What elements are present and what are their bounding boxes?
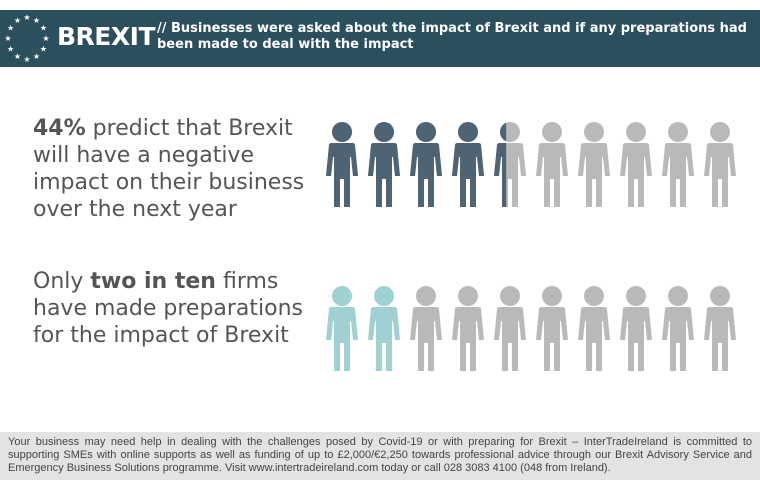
svg-text:★: ★ <box>4 34 11 43</box>
svg-text:★: ★ <box>14 52 21 61</box>
svg-text:★: ★ <box>23 13 30 22</box>
person-icon <box>536 122 568 207</box>
person-icon <box>578 122 610 207</box>
person-icon <box>704 122 736 207</box>
stat-preparations: Only two in ten firms have made preparat… <box>33 268 323 349</box>
person-icon <box>410 286 442 371</box>
person-icon <box>368 122 400 207</box>
stat-negative-impact: 44% predict that Brexit will have a nega… <box>33 115 323 223</box>
person-icon <box>662 122 694 207</box>
person-icon <box>326 122 358 207</box>
person-icon <box>494 286 526 371</box>
stat-highlight: two in ten <box>90 269 216 294</box>
person-icon <box>662 286 694 371</box>
svg-text:★: ★ <box>33 52 40 61</box>
person-icon <box>326 286 358 371</box>
person-icon <box>452 122 484 207</box>
header-description: // Businesses were asked about the impac… <box>157 21 747 52</box>
figure-row-preparations <box>323 285 739 371</box>
person-icon <box>536 286 568 371</box>
footer-note: Your business may need help in dealing w… <box>0 432 760 480</box>
person-icon <box>368 286 400 371</box>
svg-text:★: ★ <box>14 16 21 25</box>
person-icon <box>620 286 652 371</box>
header-banner: ★ ★ ★ ★ ★ ★ ★ ★ ★ ★ ★ ★ BREXIT // Businesses were a… <box>0 10 760 67</box>
stat-prefix: Only <box>33 269 91 294</box>
person-icon <box>410 122 442 207</box>
stat-highlight: 44% <box>33 116 86 141</box>
person-icon <box>704 286 736 371</box>
svg-text:★: ★ <box>7 45 14 54</box>
stat-text: firms have made preparations for the imp… <box>33 269 304 348</box>
stat-text: predict that Brexit will have a negative… <box>33 116 305 222</box>
svg-text:★: ★ <box>40 24 47 33</box>
svg-text:★: ★ <box>33 16 40 25</box>
svg-text:★: ★ <box>7 24 14 33</box>
eu-stars-icon: ★ ★★★★★★★★★★★ <box>4 13 49 64</box>
figure-row-negative-impact <box>323 121 739 207</box>
brexit-logo-text: BREXIT <box>57 22 156 51</box>
svg-text:★: ★ <box>40 45 47 54</box>
person-icon <box>620 122 652 207</box>
svg-text:★: ★ <box>42 34 49 43</box>
person-icon <box>578 286 610 371</box>
person-icon <box>452 286 484 371</box>
person-icon <box>494 122 526 207</box>
svg-text:★: ★ <box>23 55 30 64</box>
